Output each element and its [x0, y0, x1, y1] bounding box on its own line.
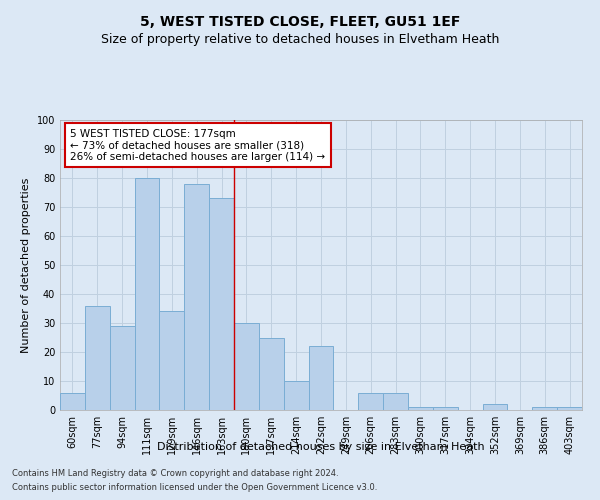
Text: Size of property relative to detached houses in Elvetham Heath: Size of property relative to detached ho…	[101, 32, 499, 46]
Bar	[284, 381, 308, 410]
Bar	[557, 407, 582, 410]
Bar	[160, 312, 184, 410]
Bar	[532, 407, 557, 410]
Bar	[184, 184, 209, 410]
Bar	[383, 392, 408, 410]
Bar	[259, 338, 284, 410]
Text: Distribution of detached houses by size in Elvetham Heath: Distribution of detached houses by size …	[157, 442, 485, 452]
Bar	[110, 326, 134, 410]
Bar	[234, 323, 259, 410]
Text: Contains public sector information licensed under the Open Government Licence v3: Contains public sector information licen…	[12, 484, 377, 492]
Bar	[408, 407, 433, 410]
Bar	[85, 306, 110, 410]
Text: 5, WEST TISTED CLOSE, FLEET, GU51 1EF: 5, WEST TISTED CLOSE, FLEET, GU51 1EF	[140, 15, 460, 29]
Bar	[134, 178, 160, 410]
Bar	[482, 404, 508, 410]
Bar	[358, 392, 383, 410]
Text: Contains HM Land Registry data © Crown copyright and database right 2024.: Contains HM Land Registry data © Crown c…	[12, 468, 338, 477]
Bar	[209, 198, 234, 410]
Bar	[60, 392, 85, 410]
Bar	[308, 346, 334, 410]
Y-axis label: Number of detached properties: Number of detached properties	[21, 178, 31, 352]
Text: 5 WEST TISTED CLOSE: 177sqm
← 73% of detached houses are smaller (318)
26% of se: 5 WEST TISTED CLOSE: 177sqm ← 73% of det…	[70, 128, 326, 162]
Bar	[433, 407, 458, 410]
